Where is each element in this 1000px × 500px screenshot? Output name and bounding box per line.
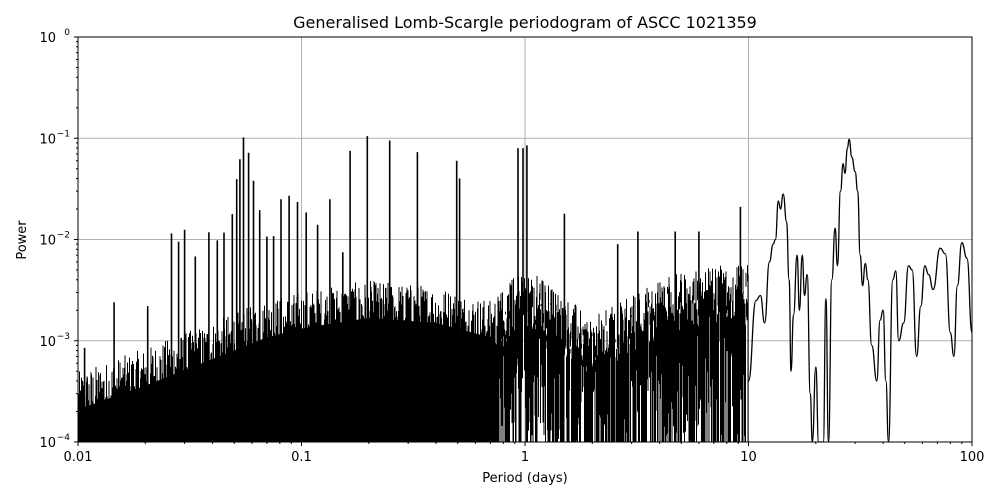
y-tick-label: 10 — [39, 234, 56, 249]
x-tick-label: 10 — [740, 450, 757, 465]
y-tick-exponent: 0 — [64, 28, 70, 38]
x-tick-label: 100 — [960, 450, 985, 465]
y-axis-label: Power — [15, 220, 30, 260]
periodogram-line — [78, 136, 972, 442]
x-axis-label: Period (days) — [482, 471, 568, 486]
x-tick-label: 0.1 — [291, 450, 312, 465]
y-tick-label: 10 — [39, 132, 56, 147]
y-tick-label: 10 — [39, 31, 56, 46]
y-tick-exponent: −2 — [57, 231, 70, 241]
y-tick-label: 10 — [39, 436, 56, 451]
chart-title: Generalised Lomb-Scargle periodogram of … — [293, 13, 757, 32]
x-tick-label: 1 — [521, 450, 529, 465]
y-tick-exponent: −4 — [57, 433, 71, 443]
x-axis-ticks: 0.01 0.1 1 10 100 — [64, 442, 985, 465]
y-tick-label: 10 — [39, 335, 56, 350]
y-tick-exponent: −1 — [57, 129, 70, 139]
x-tick-label: 0.01 — [64, 450, 93, 465]
y-tick-exponent: −3 — [57, 332, 70, 342]
